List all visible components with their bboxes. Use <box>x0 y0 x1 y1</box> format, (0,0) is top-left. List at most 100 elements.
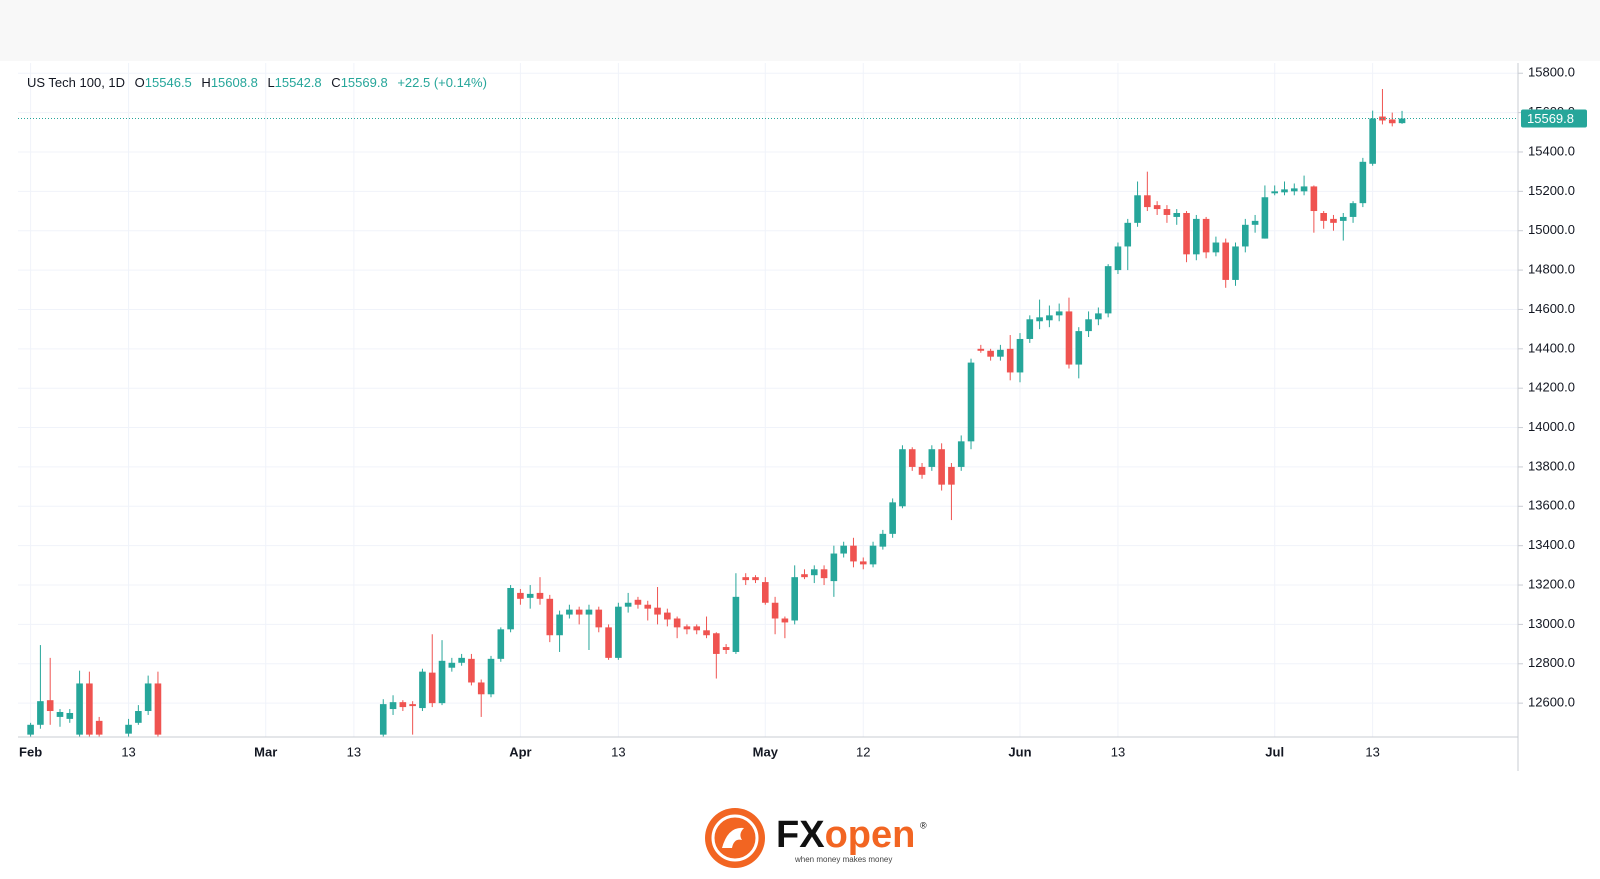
candle-body <box>458 657 465 663</box>
candle-body <box>899 449 906 507</box>
candle-body <box>1388 119 1396 124</box>
candle-body <box>1163 209 1171 215</box>
ohlc-label: H <box>201 75 210 90</box>
candle-body <box>624 602 632 607</box>
candle-body <box>1379 116 1386 121</box>
ohlc-value: 15608.8 <box>211 75 258 90</box>
candle-body <box>477 682 485 695</box>
candle-body <box>634 599 642 605</box>
candle-body <box>1193 218 1200 255</box>
candle-body <box>1232 246 1239 280</box>
candle-body <box>1222 242 1230 280</box>
x-tick-label: Jul <box>1265 744 1284 759</box>
ohlc-value: 15542.8 <box>275 75 322 90</box>
x-tick-label: 12 <box>856 744 870 759</box>
candle-body <box>908 449 916 467</box>
candle-body <box>791 577 798 621</box>
y-tick-label: 15200.0 <box>1528 183 1575 198</box>
candle-body <box>987 350 994 357</box>
candle-body <box>1055 311 1063 316</box>
candle-body <box>1349 203 1357 217</box>
logo-icon-ring <box>711 814 759 862</box>
last-price-tag <box>1521 109 1587 128</box>
candle-body <box>850 545 857 562</box>
candle-body <box>536 592 544 599</box>
candle-body <box>722 647 730 650</box>
ohlc-value: 15546.5 <box>145 75 192 90</box>
candle-body <box>1026 319 1034 339</box>
y-tick-label: 14600.0 <box>1528 301 1575 316</box>
candle-body <box>869 545 877 565</box>
candle-body <box>859 561 867 565</box>
candle-body <box>1006 348 1014 373</box>
candle-body <box>1114 246 1122 271</box>
y-tick-label: 13000.0 <box>1528 616 1575 631</box>
y-tick-label: 15800.0 <box>1528 65 1575 80</box>
candle-body <box>1095 313 1102 320</box>
candle-body <box>762 582 769 603</box>
candle-body <box>86 683 93 735</box>
candle-body <box>713 633 720 654</box>
x-tick-label: Apr <box>509 744 531 759</box>
candle-body <box>928 449 936 467</box>
y-tick-label: 14800.0 <box>1528 262 1575 277</box>
change: +22.5 (+0.14%) <box>397 75 487 90</box>
candle-body <box>154 683 162 735</box>
logo-icon-shape <box>722 827 744 848</box>
candle-body <box>1310 186 1318 212</box>
logo: FXopen ® when money makes money <box>705 808 927 868</box>
candle-body <box>664 612 671 620</box>
y-tick-label: 12800.0 <box>1528 655 1575 670</box>
candle-body <box>566 609 573 615</box>
candle-body <box>497 629 505 659</box>
candle-body <box>938 449 945 485</box>
candle-body <box>144 683 152 712</box>
candle-body <box>546 598 554 636</box>
candle-body <box>615 606 622 658</box>
logo-mark: FX <box>776 814 825 856</box>
candle-body <box>1320 212 1327 221</box>
y-tick-label: 15400.0 <box>1528 143 1575 158</box>
candle-body <box>37 701 44 725</box>
candle-body <box>810 569 818 576</box>
x-tick-label: 13 <box>1365 744 1379 759</box>
candle-body <box>419 671 426 709</box>
candle-body <box>438 660 446 704</box>
x-tick-label: Jun <box>1008 744 1031 759</box>
candle-body <box>409 704 416 707</box>
candle-body <box>1202 218 1210 253</box>
candle-body <box>683 626 691 630</box>
candle-body <box>732 596 740 652</box>
logo-registered: ® <box>920 820 927 830</box>
candle-body <box>1075 331 1083 365</box>
x-tick-label: 13 <box>611 744 625 759</box>
candle-body <box>654 607 661 615</box>
candle-body <box>487 658 495 695</box>
candle-body <box>693 626 701 631</box>
candle-body <box>820 569 828 579</box>
candle-body <box>840 545 847 554</box>
candle-body <box>1261 197 1269 239</box>
candle-body <box>448 662 456 668</box>
candle-body <box>526 593 534 598</box>
candle-body <box>673 618 681 628</box>
candle-body <box>997 349 1004 357</box>
candle-body <box>1144 195 1151 208</box>
candle-body <box>1300 186 1308 192</box>
y-tick-label: 12600.0 <box>1528 695 1575 710</box>
x-tick-label: 13 <box>121 744 135 759</box>
ohlc-label: L <box>267 75 274 90</box>
candle-body <box>1046 315 1053 321</box>
x-tick-label: Feb <box>19 744 42 759</box>
candle-body <box>125 724 132 734</box>
candle-body <box>399 702 407 708</box>
candles <box>18 88 1518 737</box>
candle-body <box>379 704 387 735</box>
candle-body <box>389 702 397 710</box>
candle-body <box>135 711 142 723</box>
candle-body <box>957 441 965 467</box>
candle-body <box>76 683 83 735</box>
candle-body <box>1085 319 1092 332</box>
candle-body <box>1398 118 1406 124</box>
